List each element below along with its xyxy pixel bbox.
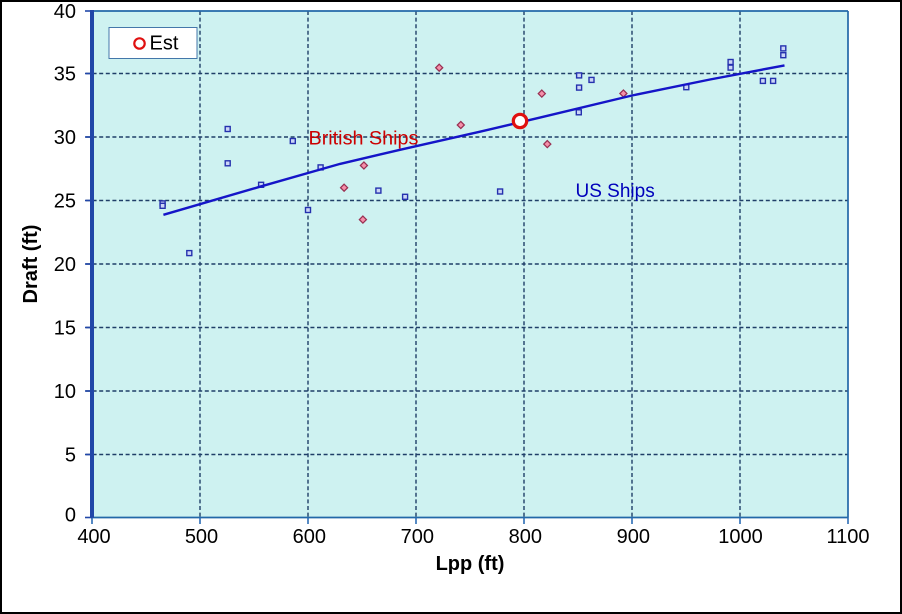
- svg-text:0: 0: [65, 504, 76, 526]
- svg-text:25: 25: [54, 191, 76, 213]
- svg-text:Draft (ft): Draft (ft): [20, 225, 42, 304]
- svg-text:10: 10: [54, 381, 76, 403]
- svg-text:500: 500: [185, 526, 218, 548]
- svg-text:900: 900: [617, 526, 650, 548]
- svg-text:800: 800: [509, 526, 542, 548]
- svg-text:5: 5: [65, 445, 76, 467]
- svg-text:600: 600: [293, 526, 326, 548]
- svg-text:35: 35: [54, 64, 76, 86]
- svg-text:15: 15: [54, 318, 76, 340]
- svg-text:400: 400: [77, 526, 110, 548]
- svg-text:20: 20: [54, 254, 76, 276]
- svg-text:30: 30: [54, 127, 76, 149]
- svg-text:700: 700: [401, 526, 434, 548]
- svg-text:Est: Est: [150, 33, 179, 55]
- svg-text:40: 40: [54, 1, 76, 23]
- svg-text:1000: 1000: [718, 526, 763, 548]
- svg-text:US Ships: US Ships: [576, 181, 655, 202]
- svg-text:1100: 1100: [826, 526, 869, 548]
- svg-text:Lpp (ft): Lpp (ft): [436, 553, 505, 575]
- svg-text:British Ships: British Ships: [309, 128, 419, 150]
